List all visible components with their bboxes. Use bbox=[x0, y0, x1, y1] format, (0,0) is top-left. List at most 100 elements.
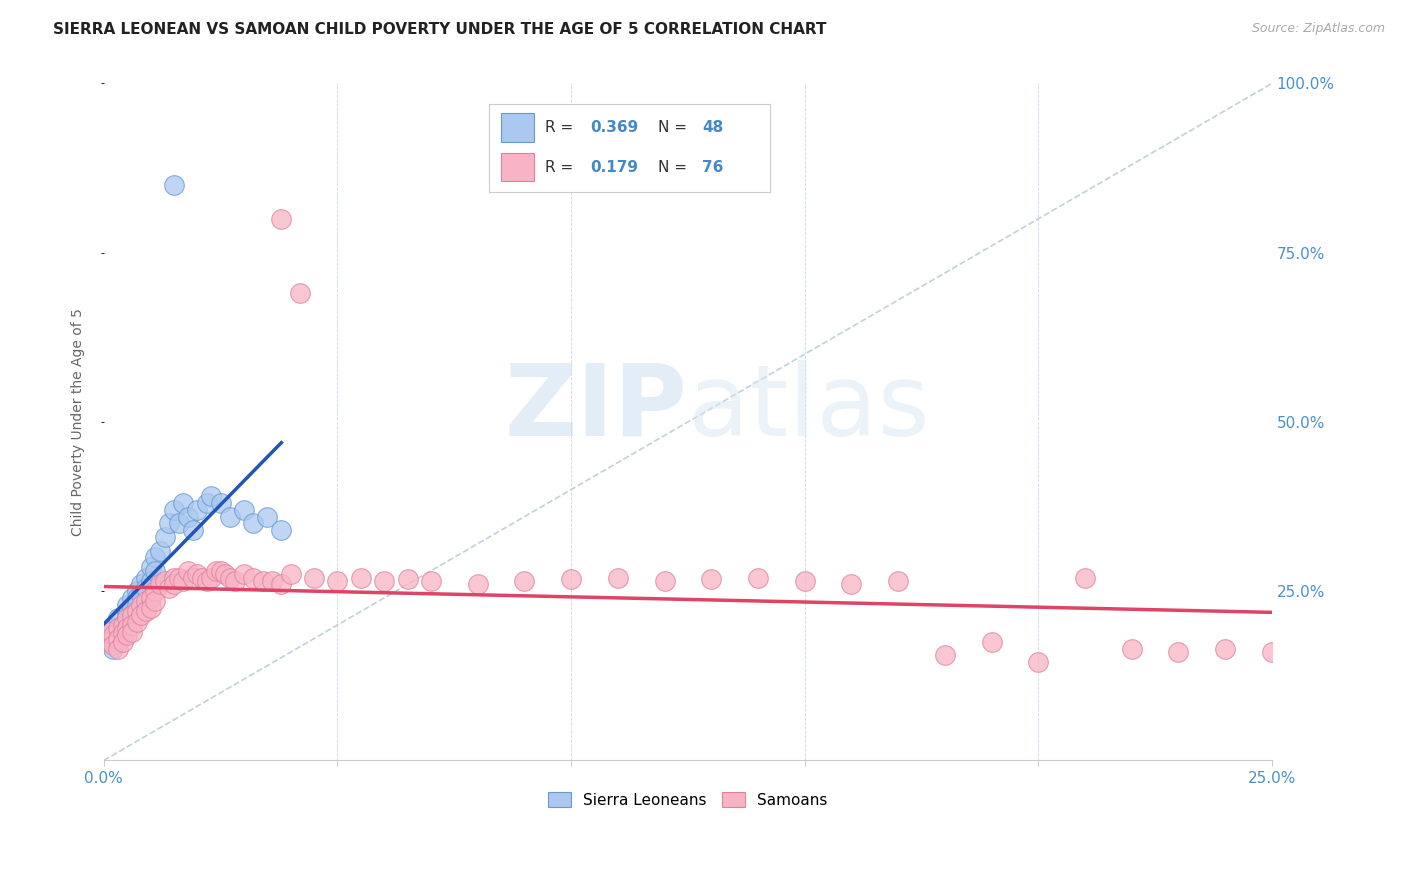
Point bbox=[135, 604, 157, 618]
Point bbox=[139, 574, 162, 588]
Point bbox=[186, 567, 208, 582]
Point bbox=[270, 577, 292, 591]
Point bbox=[167, 571, 190, 585]
Point bbox=[167, 516, 190, 531]
Point bbox=[143, 564, 166, 578]
Point bbox=[139, 591, 162, 605]
Point bbox=[115, 607, 138, 622]
Point bbox=[163, 178, 186, 192]
Point bbox=[103, 621, 125, 635]
Point bbox=[121, 618, 143, 632]
Point bbox=[111, 635, 134, 649]
Point bbox=[191, 571, 214, 585]
Point bbox=[467, 577, 489, 591]
Point bbox=[115, 611, 138, 625]
Point bbox=[135, 594, 157, 608]
Point bbox=[107, 635, 129, 649]
Point bbox=[209, 496, 232, 510]
Point bbox=[1167, 645, 1189, 659]
Point bbox=[209, 564, 232, 578]
Point bbox=[97, 624, 120, 639]
Point bbox=[280, 567, 302, 582]
Point bbox=[107, 621, 129, 635]
Point bbox=[270, 211, 292, 226]
Point bbox=[302, 571, 325, 585]
Point bbox=[1074, 571, 1097, 585]
Point bbox=[125, 584, 148, 599]
Point bbox=[841, 577, 863, 591]
Point bbox=[139, 560, 162, 574]
Point bbox=[135, 571, 157, 585]
Point bbox=[115, 598, 138, 612]
Point bbox=[157, 516, 180, 531]
Point bbox=[129, 607, 152, 622]
Text: Source: ZipAtlas.com: Source: ZipAtlas.com bbox=[1251, 22, 1385, 36]
Point bbox=[224, 574, 246, 588]
Point bbox=[1213, 641, 1236, 656]
Point bbox=[107, 611, 129, 625]
Point bbox=[396, 572, 419, 586]
Point bbox=[97, 628, 120, 642]
Point bbox=[111, 626, 134, 640]
Point bbox=[256, 509, 278, 524]
Point bbox=[107, 621, 129, 635]
Point bbox=[934, 648, 956, 663]
Point bbox=[181, 523, 204, 537]
Point bbox=[186, 503, 208, 517]
Point bbox=[606, 571, 628, 585]
Point bbox=[172, 574, 194, 588]
Point bbox=[654, 574, 676, 588]
Legend: Sierra Leoneans, Samoans: Sierra Leoneans, Samoans bbox=[543, 786, 834, 814]
Point bbox=[157, 581, 180, 595]
Text: atlas: atlas bbox=[688, 359, 929, 457]
Point bbox=[419, 574, 441, 588]
Point bbox=[115, 618, 138, 632]
Point bbox=[135, 581, 157, 595]
Point bbox=[115, 628, 138, 642]
Point bbox=[149, 543, 172, 558]
Point bbox=[200, 571, 222, 585]
Point bbox=[200, 489, 222, 503]
Point bbox=[177, 564, 200, 578]
Point bbox=[177, 509, 200, 524]
Point bbox=[129, 577, 152, 591]
Point bbox=[103, 632, 125, 646]
Point bbox=[97, 635, 120, 649]
Point bbox=[149, 577, 172, 591]
Point bbox=[242, 516, 264, 531]
Point bbox=[125, 598, 148, 612]
Point bbox=[1026, 655, 1049, 669]
Point bbox=[219, 509, 242, 524]
Point bbox=[121, 607, 143, 622]
Point bbox=[121, 624, 143, 639]
Point bbox=[115, 604, 138, 618]
Point bbox=[252, 574, 274, 588]
Point bbox=[172, 496, 194, 510]
Point bbox=[513, 574, 536, 588]
Point bbox=[1121, 641, 1143, 656]
Point bbox=[219, 571, 242, 585]
Point bbox=[129, 598, 152, 612]
Point bbox=[103, 628, 125, 642]
Point bbox=[139, 601, 162, 615]
Point bbox=[195, 496, 218, 510]
Point bbox=[270, 523, 292, 537]
Point bbox=[107, 632, 129, 646]
Point bbox=[980, 635, 1002, 649]
Point bbox=[143, 550, 166, 565]
Point bbox=[181, 571, 204, 585]
Point bbox=[700, 572, 723, 586]
Point bbox=[107, 641, 129, 656]
Point bbox=[153, 574, 176, 588]
Point bbox=[153, 530, 176, 544]
Point bbox=[143, 594, 166, 608]
Point bbox=[125, 591, 148, 605]
Point bbox=[1261, 645, 1284, 659]
Point bbox=[107, 628, 129, 642]
Point bbox=[103, 641, 125, 656]
Point bbox=[288, 286, 311, 301]
Point bbox=[125, 604, 148, 618]
Point bbox=[233, 567, 256, 582]
Point bbox=[233, 503, 256, 517]
Point bbox=[242, 571, 264, 585]
